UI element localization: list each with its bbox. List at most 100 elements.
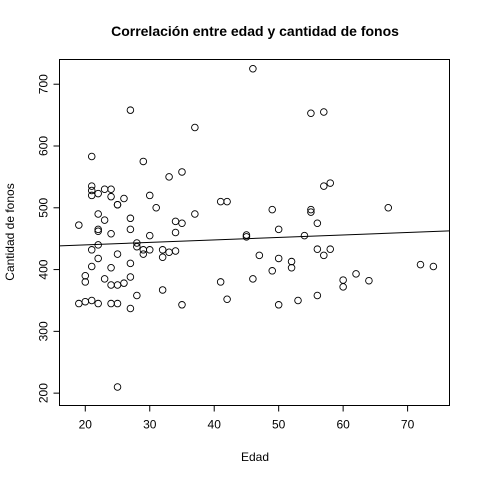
data-point [145, 231, 154, 240]
x-axis: 20 30 40 50 60 70 [79, 405, 415, 432]
data-point [352, 270, 360, 278]
y-tick-label: 600 [37, 136, 51, 156]
data-point [274, 225, 283, 234]
data-point [320, 251, 328, 260]
data-point [100, 185, 109, 193]
data-point [165, 173, 173, 181]
data-point [339, 276, 347, 284]
data-point [133, 242, 141, 251]
data-point [113, 200, 122, 209]
data-point [145, 191, 154, 200]
data-point [94, 225, 102, 234]
data-point [107, 299, 115, 308]
data-point [171, 228, 180, 237]
data-point [158, 286, 167, 294]
x-tick-label: 30 [143, 418, 157, 432]
data-point [87, 152, 96, 161]
data-point [223, 197, 231, 206]
data-point [268, 267, 276, 275]
data-point [87, 262, 96, 271]
data-point [223, 295, 231, 303]
data-points [75, 65, 438, 391]
data-point [113, 299, 122, 308]
data-point [87, 296, 96, 305]
x-tick-label: 70 [401, 418, 415, 432]
data-point [307, 208, 315, 216]
data-point [94, 210, 102, 218]
y-axis: 200 300 400 500 600 700 [37, 74, 60, 403]
data-point [320, 182, 328, 190]
data-point [87, 191, 96, 200]
data-point [313, 291, 322, 300]
data-point [274, 301, 283, 309]
data-point [158, 253, 167, 261]
data-point [133, 239, 141, 247]
y-axis-label: Cantidad de fonos [3, 183, 17, 280]
data-point [313, 245, 322, 253]
data-point [320, 108, 328, 116]
x-tick-label: 60 [336, 418, 350, 432]
y-tick-label: 200 [37, 383, 51, 403]
data-point [416, 260, 425, 269]
x-axis-label: Edad [241, 450, 269, 464]
data-point [274, 254, 283, 263]
data-point [178, 219, 186, 227]
data-point [242, 231, 251, 239]
data-point [287, 257, 296, 266]
data-point [81, 297, 90, 306]
data-point [107, 185, 115, 193]
data-point [75, 299, 83, 308]
data-point [313, 219, 322, 227]
data-point [126, 106, 135, 114]
data-point [139, 250, 148, 258]
data-point [326, 245, 334, 253]
data-point [126, 273, 135, 281]
data-point [120, 279, 128, 287]
y-tick-label: 300 [37, 321, 51, 341]
data-point [165, 248, 173, 257]
data-point [94, 189, 102, 198]
data-point [94, 241, 102, 249]
data-point [145, 246, 154, 254]
data-point [287, 263, 296, 272]
data-point [191, 123, 199, 132]
chart-title: Correlación entre edad y cantidad de fon… [111, 23, 399, 39]
data-point [100, 275, 109, 283]
data-point [307, 109, 315, 118]
data-point [113, 281, 122, 289]
data-point [126, 225, 135, 234]
x-tick-label: 20 [79, 418, 93, 432]
data-point [158, 246, 167, 254]
data-point [171, 247, 180, 255]
data-point [126, 259, 135, 268]
data-point [191, 210, 199, 218]
data-point [216, 278, 225, 286]
x-tick-label: 50 [272, 418, 286, 432]
data-point [81, 272, 90, 280]
data-point [87, 246, 96, 254]
data-point [384, 204, 393, 212]
data-point [113, 383, 122, 391]
data-point [294, 296, 302, 305]
data-point [152, 204, 160, 212]
data-point [107, 192, 115, 201]
data-point [100, 216, 109, 224]
plot-frame [59, 59, 450, 406]
data-point [120, 194, 128, 203]
data-point [300, 231, 309, 240]
x-tick-label: 40 [208, 418, 222, 432]
data-point [126, 304, 135, 313]
data-point [178, 168, 186, 176]
data-point [365, 276, 373, 285]
data-point [94, 299, 102, 308]
data-point [113, 250, 122, 258]
data-point [429, 262, 438, 271]
data-point [171, 217, 180, 226]
data-point [216, 197, 225, 206]
data-point [107, 281, 115, 289]
data-point [307, 205, 315, 214]
data-point [87, 186, 96, 195]
data-point [94, 227, 102, 236]
data-point [268, 205, 276, 214]
